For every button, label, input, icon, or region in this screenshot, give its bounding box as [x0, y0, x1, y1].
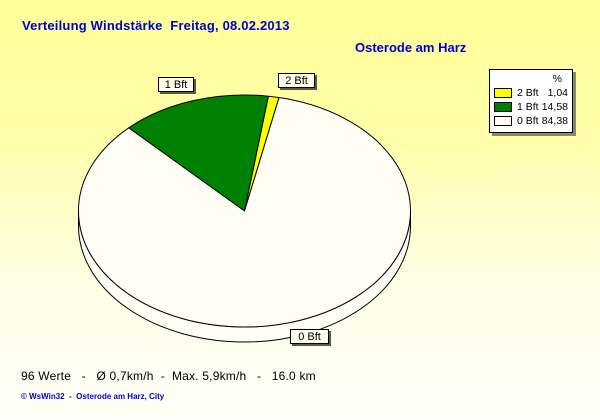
legend-row: 2 Bft 1,04 — [494, 86, 568, 100]
legend-label: 1 Bft — [517, 101, 539, 113]
pie-label-1bft: 1 Bft — [158, 77, 194, 92]
pie-label-0bft: 0 Bft — [290, 329, 329, 344]
pie-slice-1bft — [128, 94, 269, 212]
pie-label-2bft: 2 Bft — [278, 73, 315, 88]
legend-box: % 2 Bft 1,04 1 Bft 14,58 0 Bft 84,38 — [489, 69, 573, 133]
legend-row: 0 Bft 84,38 — [494, 114, 568, 128]
legend-row: 1 Bft 14,58 — [494, 100, 568, 114]
legend-swatch-2bft — [494, 88, 512, 98]
legend-value: 84,38 — [541, 115, 568, 127]
legend-swatch-0bft — [494, 116, 512, 126]
stats-summary: 96 Werte - Ø 0,7km/h - Max. 5,9km/h - 16… — [21, 369, 316, 383]
legend-swatch-1bft — [494, 102, 512, 112]
chart-title: Verteilung Windstärke Freitag, 08.02.201… — [22, 18, 290, 33]
legend-value: 14,58 — [541, 101, 568, 113]
legend-value: 1,04 — [547, 87, 568, 99]
station-name: Osterode am Harz — [355, 40, 467, 55]
legend-label: 0 Bft — [517, 115, 539, 127]
legend-label: 2 Bft — [517, 87, 539, 99]
legend-unit-header: % — [552, 73, 562, 85]
credit-text: © WsWin32 - Osterode am Harz, City — [21, 392, 165, 401]
pie-slice-0bft — [78, 97, 411, 328]
